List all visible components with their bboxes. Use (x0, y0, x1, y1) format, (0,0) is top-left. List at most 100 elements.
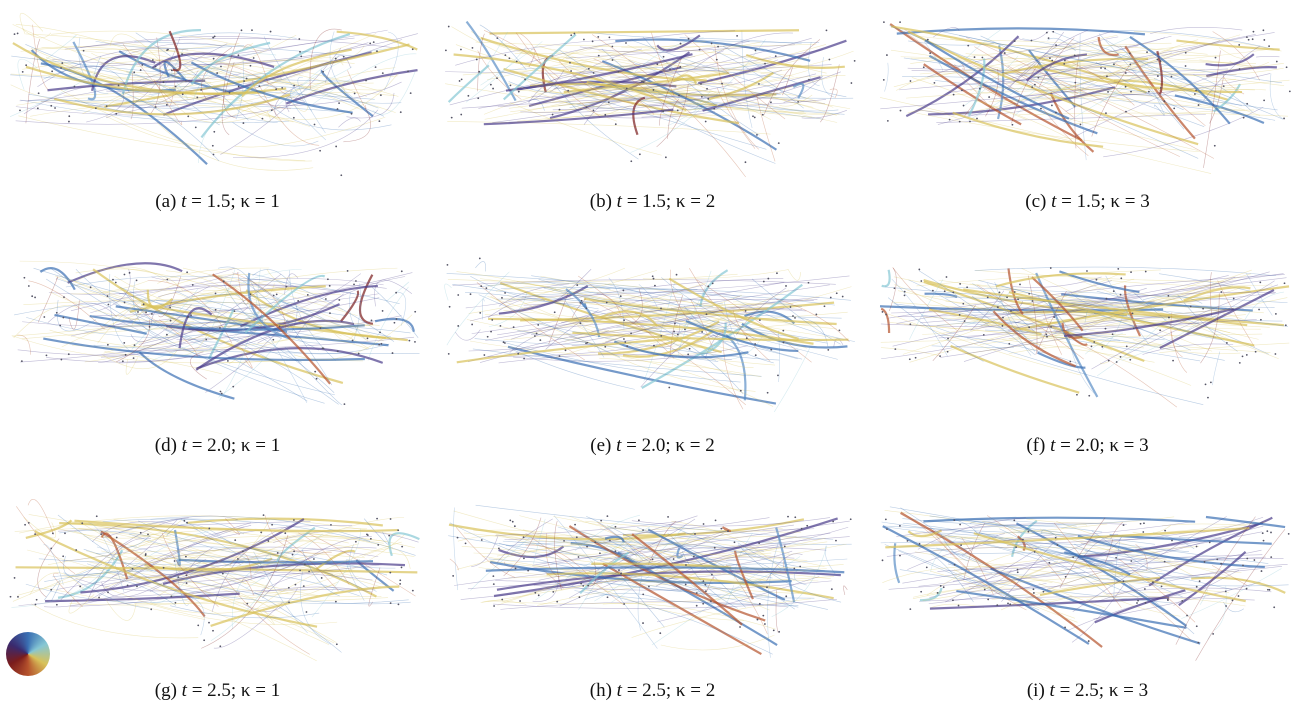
node (715, 519, 717, 521)
node (365, 80, 367, 82)
edge (475, 261, 485, 271)
node (988, 96, 990, 98)
node (1167, 599, 1169, 601)
node (696, 592, 698, 594)
node (149, 326, 151, 328)
node (60, 67, 62, 69)
node (1088, 395, 1090, 397)
node (882, 311, 884, 313)
map-panel (12, 261, 420, 405)
node (271, 524, 273, 526)
node (1181, 600, 1183, 602)
node (17, 33, 19, 35)
node (766, 586, 768, 588)
node (783, 342, 785, 344)
node (1246, 354, 1248, 356)
node (1145, 271, 1147, 273)
node (582, 585, 584, 587)
node (222, 573, 224, 575)
node (940, 585, 942, 587)
node (787, 516, 789, 518)
node (299, 51, 301, 53)
node (573, 33, 575, 35)
node (355, 541, 357, 543)
node (14, 33, 16, 35)
node (212, 37, 214, 39)
node (1132, 313, 1134, 315)
node (599, 552, 601, 554)
node (653, 278, 655, 280)
node (1160, 60, 1162, 62)
node (984, 589, 986, 591)
node (476, 59, 478, 61)
node (300, 55, 302, 57)
node (570, 34, 572, 36)
node (448, 26, 450, 28)
caption-label: (h) (590, 680, 612, 701)
node (1164, 530, 1166, 532)
node (169, 307, 171, 309)
node (335, 58, 337, 60)
node (192, 284, 194, 286)
map-panel (10, 499, 420, 661)
node (293, 519, 295, 521)
caption-label: (f) (1026, 435, 1045, 456)
node (700, 83, 702, 85)
edge (822, 57, 835, 97)
node (170, 595, 172, 597)
edge (349, 293, 366, 340)
node (641, 80, 643, 82)
node (579, 322, 581, 324)
node (1125, 111, 1127, 113)
node (1115, 557, 1117, 559)
node (1284, 282, 1286, 284)
node (461, 78, 463, 80)
node (987, 296, 989, 298)
node (50, 105, 52, 107)
node (375, 66, 377, 68)
node (395, 292, 397, 294)
node (284, 532, 286, 534)
node (1285, 324, 1287, 326)
node (1014, 291, 1016, 293)
node (1210, 382, 1212, 384)
node (900, 110, 902, 112)
node (185, 574, 187, 576)
node (380, 94, 382, 96)
node (367, 534, 369, 536)
node (961, 89, 963, 91)
node (523, 536, 525, 538)
edge (953, 113, 1103, 147)
node (959, 314, 961, 316)
node (792, 315, 794, 317)
node (1142, 531, 1144, 533)
node (885, 314, 887, 316)
node (518, 91, 520, 93)
node (885, 518, 887, 520)
node (369, 42, 371, 44)
node (452, 575, 454, 577)
node (262, 118, 264, 120)
node (720, 528, 722, 530)
node (401, 270, 403, 272)
node (638, 519, 640, 521)
node (186, 522, 188, 524)
node (983, 334, 985, 336)
node (739, 626, 741, 628)
node (155, 66, 157, 68)
map-panel (881, 507, 1290, 661)
node (1040, 108, 1042, 110)
node (140, 532, 142, 534)
node (64, 532, 66, 534)
node (1014, 40, 1016, 42)
node (143, 303, 145, 305)
node (1226, 342, 1228, 344)
node (527, 570, 529, 572)
node (336, 643, 338, 645)
node (471, 324, 473, 326)
node (166, 279, 168, 281)
node (250, 293, 252, 295)
edge (101, 573, 334, 643)
node (1171, 76, 1173, 78)
node (118, 84, 120, 86)
